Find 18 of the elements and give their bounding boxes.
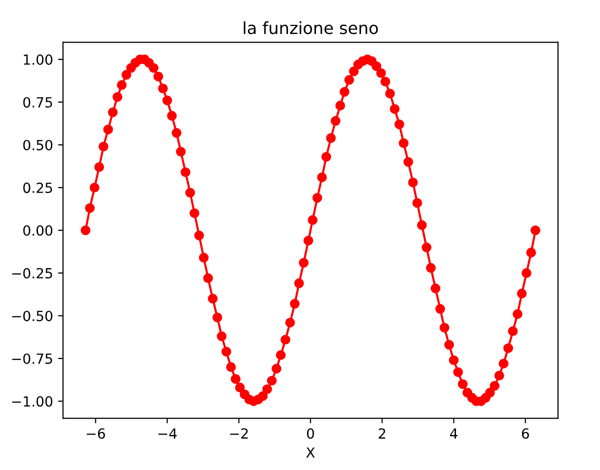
x-tick-label: 2 (378, 428, 386, 439)
x-tick-label: 0 (306, 428, 314, 439)
y-tick-label: 0.50 (23, 140, 52, 150)
y-tick-label: 0.25 (23, 182, 52, 194)
x-tick-label: −2 (230, 428, 248, 439)
x-tick-label: −6 (86, 428, 105, 439)
y-tick-label: −0.25 (12, 268, 52, 278)
y-tick-label: −0.75 (12, 353, 52, 364)
x-axis-title: X (306, 447, 315, 458)
x-tick-label: −4 (158, 428, 177, 439)
x-tick-label: 6 (522, 428, 529, 439)
chart-title: la funzione seno (244, 21, 378, 34)
y-tick-label: −0.50 (12, 310, 52, 322)
x-tick-label: 4 (450, 428, 458, 439)
y-tick-label: 0.00 (23, 225, 52, 236)
y-tick-label: 1.00 (24, 54, 52, 65)
y-tick-label: 0.75 (23, 97, 52, 108)
y-tick-label: −1.00 (12, 396, 52, 407)
